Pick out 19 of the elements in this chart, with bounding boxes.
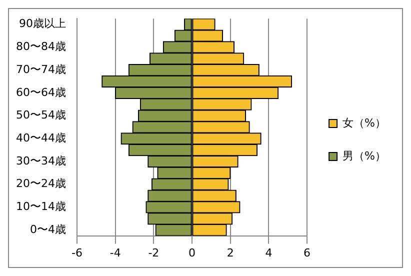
- y-tick-label: 40〜44歳: [16, 131, 66, 144]
- y-tick-label: 70〜74歳: [16, 62, 66, 76]
- x-tick-label: 0: [188, 246, 196, 260]
- legend-label: 女（%）: [342, 116, 386, 130]
- x-tick-label: 2: [226, 246, 234, 260]
- x-tick-label: 4: [265, 246, 272, 260]
- x-tick-label: -6: [72, 246, 82, 260]
- legend-label: 男（%）: [342, 149, 386, 162]
- x-tick-label: -2: [148, 246, 160, 260]
- x-tick-label: -4: [110, 246, 121, 260]
- x-tick-label: 6: [304, 246, 311, 260]
- y-tick-label: 80〜84歳: [16, 40, 66, 54]
- y-tick-label: 0〜4歳: [30, 222, 66, 236]
- y-tick-label: 50〜54歳: [16, 108, 66, 122]
- y-tick-label: 90歳以上: [18, 17, 66, 30]
- y-tick-label: 10〜14歳: [16, 200, 66, 214]
- y-tick-label: 30〜34歳: [16, 154, 66, 168]
- y-tick-label: 20〜24歳: [16, 177, 66, 190]
- y-tick-label: 60〜64歳: [16, 86, 66, 99]
